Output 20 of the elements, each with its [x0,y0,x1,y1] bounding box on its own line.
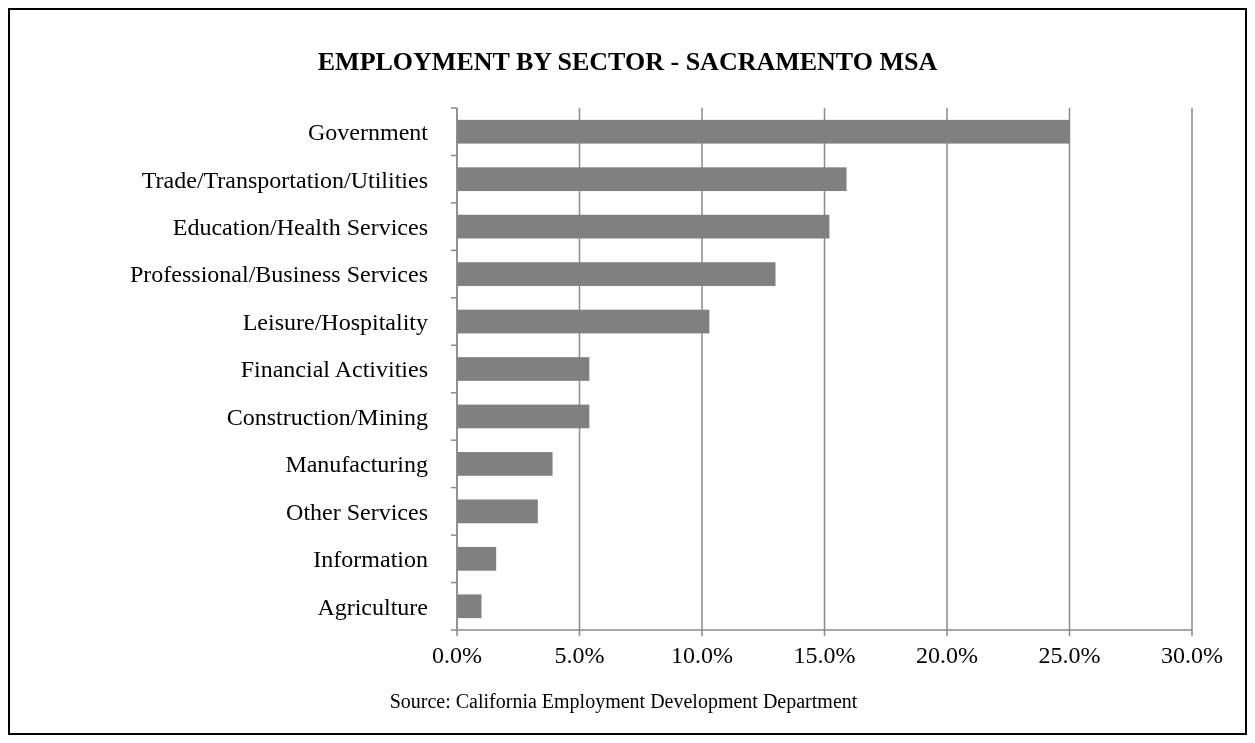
source-note: Source: California Employment Development Department [389,690,858,713]
y-tick-label: Agriculture [317,593,428,620]
y-tick-label: Information [313,546,428,573]
x-tick-label: 0.0% [432,642,482,668]
y-tick-label: Construction/Mining [226,403,428,430]
x-tick-label: 30.0% [1161,642,1223,668]
y-tick-label: Other Services [286,498,428,525]
y-tick-label: Professional/Business Services [130,261,428,288]
x-tick-label: 15.0% [793,642,856,668]
x-tick-label: 10.0% [671,642,733,668]
y-tick-label: Manufacturing [285,451,428,478]
chart-title: EMPLOYMENT BY SECTOR - SACRAMENTO MSA [317,47,938,76]
y-tick-label: Financial Activities [240,356,428,383]
y-tick-label: Trade/Transportation/Utilities [141,166,428,193]
y-tick-label: Education/Health Services [172,214,428,241]
y-tick-label: Leisure/Hospitality [242,308,428,335]
y-tick-label: Government [308,119,429,146]
x-tick-label: 20.0% [916,642,978,668]
x-tick-label: 25.0% [1038,642,1101,668]
x-tick-label: 5.0% [554,642,605,668]
